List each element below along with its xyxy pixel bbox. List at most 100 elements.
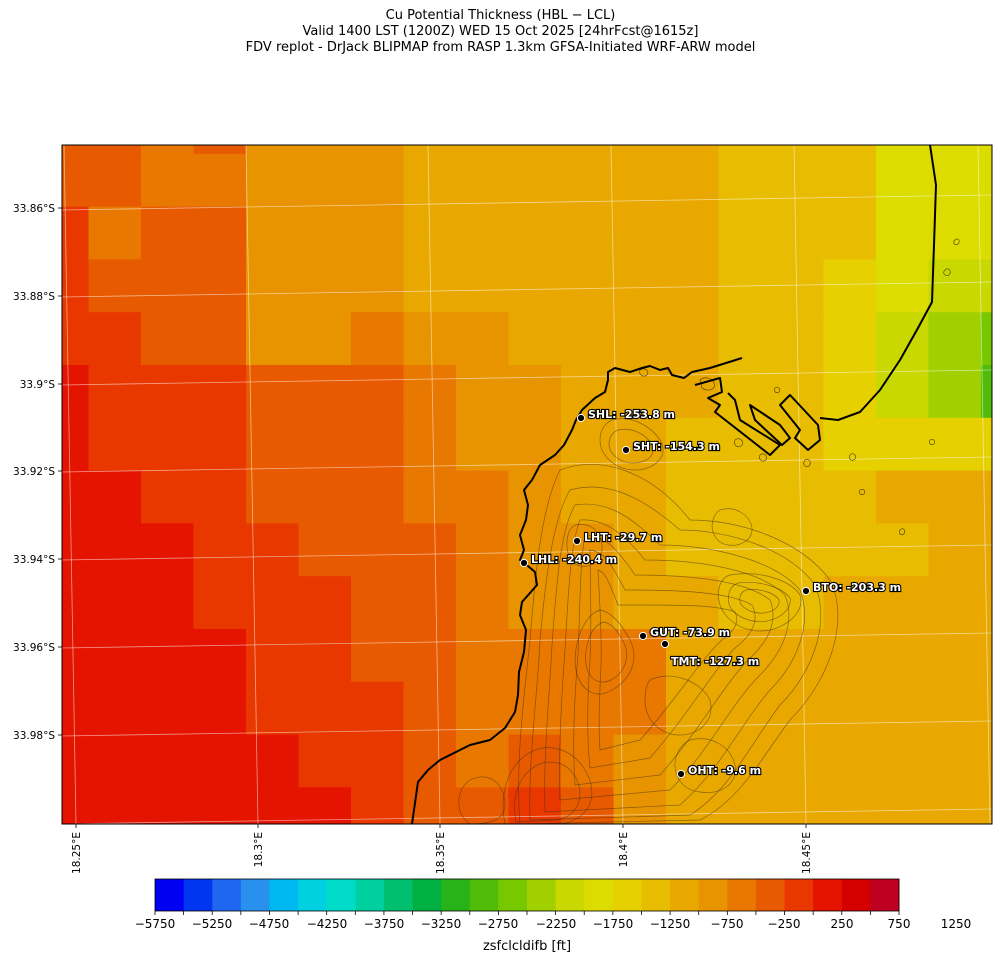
grid-cell xyxy=(876,206,930,260)
lat-label-0: 33.86°S xyxy=(13,203,55,215)
grid-cell xyxy=(666,365,720,419)
cb-tick-label-13: 750 xyxy=(888,917,911,931)
grid-cell xyxy=(876,153,930,208)
colorbar-swatch xyxy=(555,879,585,911)
grid-cell xyxy=(62,734,90,788)
grid-cell xyxy=(298,787,352,824)
grid-cell xyxy=(246,470,300,524)
title-line-2: Valid 1400 LST (1200Z) WED 15 Oct 2025 [… xyxy=(302,24,699,39)
grid-cell xyxy=(981,576,992,630)
grid-cell xyxy=(981,312,992,366)
colorbar-swatch xyxy=(870,879,900,911)
grid-cell xyxy=(88,470,142,524)
colorbar-swatch xyxy=(269,879,299,911)
grid-cell xyxy=(62,153,90,208)
grid-cell xyxy=(613,153,667,208)
station-gut: GUT: -73.9 m xyxy=(638,625,731,641)
grid-cell xyxy=(771,145,825,155)
field-grid xyxy=(62,145,992,962)
grid-cell xyxy=(141,681,195,736)
lat-label-2: 33.9°S xyxy=(20,379,56,391)
grid-cell xyxy=(614,946,667,962)
grid-cell xyxy=(823,153,877,208)
grid-cell xyxy=(246,259,300,313)
grid-cell xyxy=(403,470,457,524)
grid-cell xyxy=(771,365,825,419)
grid-cell xyxy=(141,365,195,419)
grid-cell xyxy=(88,523,142,577)
station-shl: SHL: -253.8 m xyxy=(576,407,676,422)
grid-cell xyxy=(351,153,405,208)
title-line-1: Cu Potential Thickness (HBL − LCL) xyxy=(385,8,616,23)
grid-cell xyxy=(403,312,457,366)
grid-cell xyxy=(246,206,300,260)
grid-cell xyxy=(62,470,90,524)
grid-cell xyxy=(823,734,877,788)
lon-label-0: 18.25°E xyxy=(71,832,83,874)
longitude-ticks xyxy=(75,824,807,828)
grid-cell xyxy=(928,145,982,155)
grid-cell xyxy=(771,629,825,683)
station-bto-label: BTO: -203.3 m xyxy=(813,581,901,594)
grid-cell xyxy=(508,629,562,683)
grid-cell xyxy=(456,206,510,260)
cb-tick-label-9: −1250 xyxy=(650,917,691,931)
lat-label-1: 33.88°S xyxy=(13,291,55,303)
grid-cell xyxy=(981,365,992,419)
grid-cell xyxy=(193,365,247,419)
grid-cell xyxy=(299,946,352,962)
grid-cell xyxy=(403,787,457,824)
grid-cell xyxy=(88,629,142,683)
grid-cell xyxy=(718,470,772,524)
grid-cell xyxy=(928,787,982,824)
colorbar-swatch xyxy=(670,879,700,911)
grid-cell xyxy=(823,470,877,524)
grid-cell xyxy=(876,417,930,472)
colorbar-ticks xyxy=(154,911,900,915)
grid-cell xyxy=(351,365,405,419)
grid-cell xyxy=(404,946,457,962)
grid-cell xyxy=(718,681,772,736)
grid-cell xyxy=(456,470,510,524)
lat-label-6: 33.98°S xyxy=(13,730,55,742)
grid-cell xyxy=(771,946,824,962)
station-tmt: TMT: -127.3 m xyxy=(660,639,760,669)
grid-cell xyxy=(141,734,195,788)
grid-cell xyxy=(876,470,930,524)
grid-cell xyxy=(561,259,615,313)
grid-cell xyxy=(141,523,195,577)
grid-cell xyxy=(351,681,405,736)
cb-tick-label-14: 1250 xyxy=(941,917,972,931)
grid-cell xyxy=(62,576,90,630)
colorbar-swatch xyxy=(240,879,270,911)
grid-cell xyxy=(561,417,615,472)
grid-cell xyxy=(718,523,772,577)
colorbar-swatches xyxy=(155,879,900,911)
grid-cell xyxy=(89,840,142,893)
grid-cell xyxy=(88,145,142,155)
grid-cell xyxy=(718,576,772,630)
grid-cell xyxy=(88,312,142,366)
grid-cell xyxy=(298,681,352,736)
colorbar-swatch xyxy=(155,879,185,911)
cb-tick-label-6: −2750 xyxy=(478,917,519,931)
grid-cell xyxy=(561,145,615,155)
grid-cell xyxy=(351,417,405,472)
lat-label-4: 33.94°S xyxy=(13,554,55,566)
grid-cell xyxy=(456,153,510,208)
grid-cell xyxy=(876,681,930,736)
grid-cell xyxy=(718,206,772,260)
grid-cell xyxy=(666,470,720,524)
grid-cell xyxy=(928,470,982,524)
lat-label-3: 33.92°S xyxy=(13,466,55,478)
grid-cell xyxy=(928,259,982,313)
grid-cell xyxy=(928,629,982,683)
grid-cell xyxy=(456,787,510,824)
grid-cell xyxy=(246,365,300,419)
grid-cell xyxy=(823,365,877,419)
grid-cell xyxy=(403,523,457,577)
grid-cell xyxy=(718,734,772,788)
station-markers: SHL: -253.8 m SHT: -154.3 m LHT: -29.7 m… xyxy=(519,407,902,779)
station-lht-label: LHT: -29.7 m xyxy=(584,531,662,544)
grid-cell xyxy=(62,312,90,366)
